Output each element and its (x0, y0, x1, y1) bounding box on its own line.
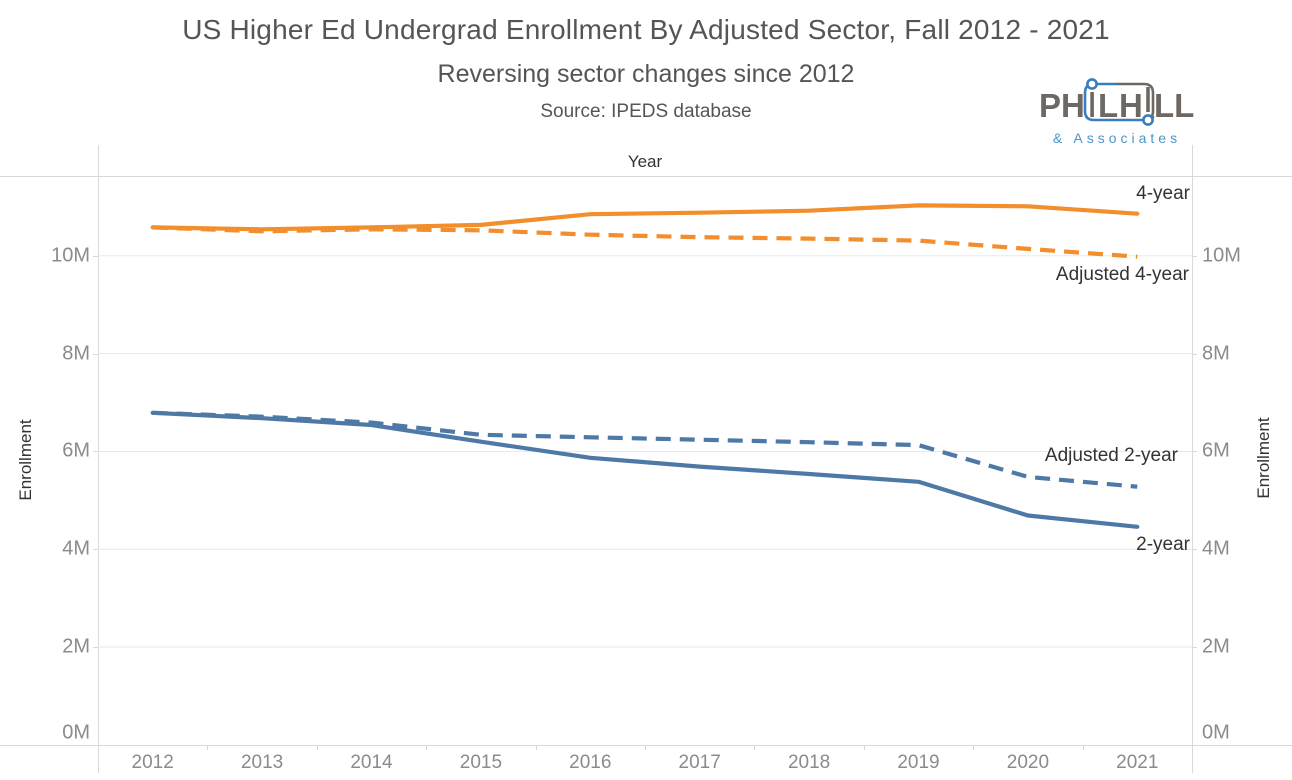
logo-dot-bottom (1142, 114, 1154, 126)
series-line-adjusted-2-year[interactable] (152, 410, 1138, 489)
phil-hill-logo: PH L H LL & Associates (1038, 76, 1196, 148)
right-pane-border (1192, 145, 1193, 773)
y-tick-right-2M: 2M (1202, 635, 1230, 658)
y-tick-mark (93, 745, 98, 746)
x-tick-mark (207, 745, 208, 750)
logo-tagline: & Associates (1053, 130, 1181, 146)
x-tick-2018: 2018 (787, 752, 831, 773)
series-label-adjusted-4-year: Adjusted 4-year (1055, 264, 1189, 285)
logo-letter-l: L (1098, 87, 1118, 124)
chart-title: US Higher Ed Undergrad Enrollment By Adj… (182, 14, 1110, 45)
series-label-4-year: 4-year (1136, 183, 1190, 204)
x-tick-mark (536, 745, 537, 750)
x-tick-2021: 2021 (1116, 752, 1159, 773)
y-axis-title-right: Enrollment (1254, 417, 1273, 499)
y-tick-left-6M: 6M (62, 439, 90, 462)
x-tick-2020: 2020 (1006, 752, 1050, 773)
y-axis-title-left: Enrollment (16, 419, 35, 501)
y-tick-left-10M: 10M (51, 244, 90, 267)
pane-top-border (0, 176, 1292, 177)
series-line-2-year[interactable] (150, 410, 1140, 529)
x-tick-2019: 2019 (897, 752, 940, 773)
y-tick-mark (1192, 451, 1197, 452)
source-caption: Source: IPEDS database (540, 101, 752, 122)
left-pane-border (98, 145, 99, 773)
y-tick-mark (93, 647, 98, 648)
x-tick-2012: 2012 (131, 752, 174, 773)
y-tick-mark (1192, 549, 1197, 550)
x-tick-mark (864, 745, 865, 750)
series-label-2-year: 2-year (1136, 534, 1190, 555)
x-tick-mark (754, 745, 755, 750)
logo-letter-h: H (1119, 87, 1143, 124)
series-label-adjusted-2-year: Adjusted 2-year (1044, 445, 1178, 466)
x-tick-mark (317, 745, 318, 750)
y-tick-mark (93, 256, 98, 257)
x-tick-2013: 2013 (240, 752, 284, 773)
y-tick-left-2M: 2M (62, 635, 90, 658)
x-tick-mark (426, 745, 427, 750)
series-line-4-year[interactable] (150, 203, 1140, 232)
x-axis-title: Year (627, 152, 663, 171)
phil-hill-logo-graphic: PH L H LL & Associates (1039, 78, 1194, 146)
y-tick-left-8M: 8M (62, 342, 90, 365)
series-line-adjusted-4-year[interactable] (152, 225, 1138, 259)
logo-letters-ll: LL (1154, 87, 1194, 124)
chart-subtitle: Reversing sector changes since 2012 (437, 60, 855, 88)
y-tick-right-4M: 4M (1202, 537, 1230, 560)
x-tick-mark (1083, 745, 1084, 750)
y-tick-right-6M: 6M (1202, 439, 1230, 462)
y-tick-mark (93, 549, 98, 550)
y-tick-right-8M: 8M (1202, 342, 1230, 365)
x-axis-line (0, 745, 1292, 746)
y-tick-mark (1192, 745, 1197, 746)
x-tick-mark (98, 745, 99, 750)
logo-dot-top (1086, 78, 1098, 90)
y-tick-mark (93, 354, 98, 355)
logo-letters-ph: PH (1039, 87, 1085, 124)
line-chart-plot-area[interactable] (98, 176, 1192, 745)
x-tick-mark (645, 745, 646, 750)
y-tick-mark (1192, 256, 1197, 257)
y-tick-right-10M: 10M (1202, 244, 1241, 267)
y-tick-right-0M: 0M (1202, 721, 1230, 744)
y-tick-left-4M: 4M (62, 537, 90, 560)
x-tick-2014: 2014 (350, 752, 393, 773)
x-tick-2015: 2015 (459, 752, 503, 773)
y-tick-mark (93, 451, 98, 452)
x-tick-2017: 2017 (678, 752, 721, 773)
x-tick-mark (973, 745, 974, 750)
y-tick-mark (1192, 354, 1197, 355)
y-tick-mark (1192, 647, 1197, 648)
y-tick-left-0M: 0M (62, 721, 90, 744)
x-tick-2016: 2016 (569, 752, 612, 773)
